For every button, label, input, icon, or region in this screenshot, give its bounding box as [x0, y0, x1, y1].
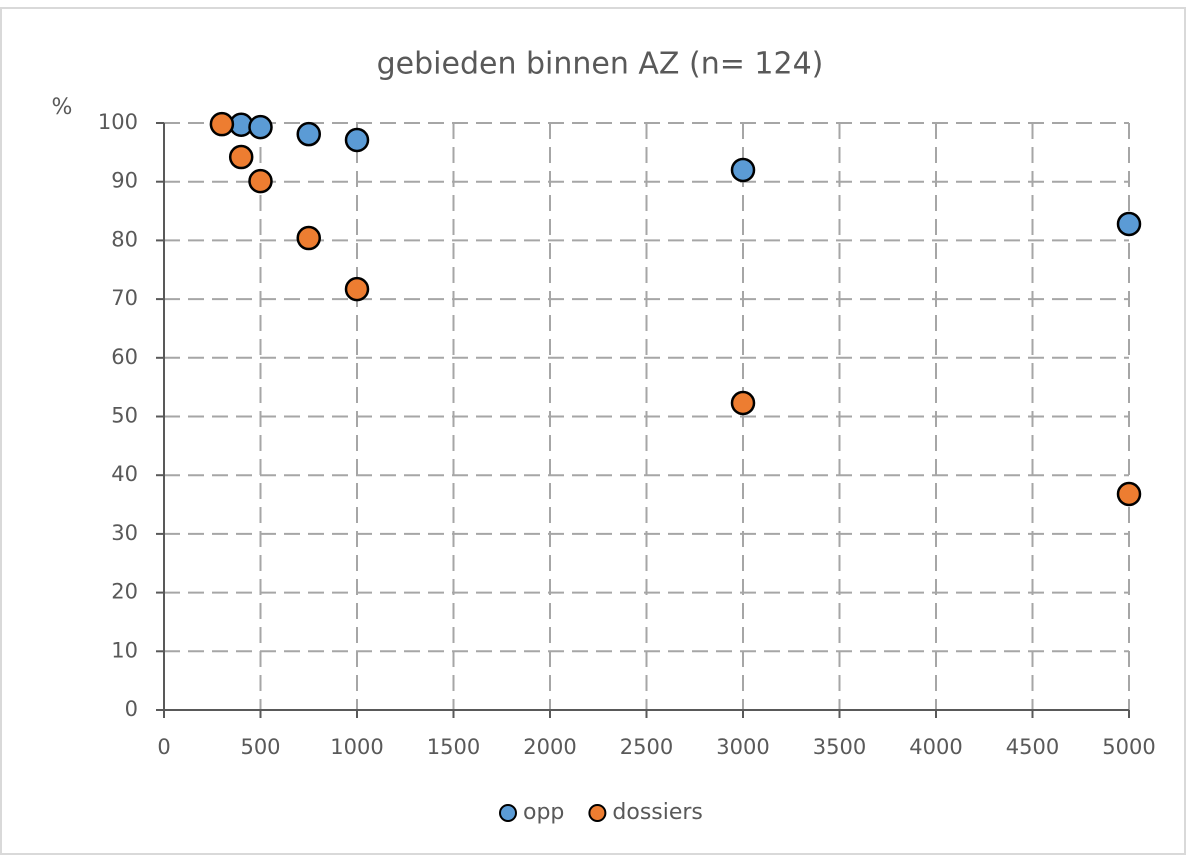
point	[344, 127, 370, 153]
y-tick-label: 90	[111, 169, 138, 193]
x-tick-label: 1500	[427, 735, 480, 759]
y-tick-label: 10	[111, 638, 138, 662]
y-tick-label: 20	[111, 580, 138, 604]
point	[730, 157, 756, 183]
legend-label: opp	[523, 800, 564, 825]
x-tick-label: 3000	[716, 735, 769, 759]
x-tick-label: 3500	[813, 735, 866, 759]
y-tick-label: 80	[111, 227, 138, 251]
legend-label: dossiers	[612, 800, 703, 825]
point	[1116, 211, 1142, 237]
point	[248, 168, 273, 194]
y-tick-label: 70	[111, 286, 138, 310]
x-tick-label: 2000	[523, 735, 576, 759]
x-tick-label: 5000	[1102, 735, 1155, 759]
point	[730, 390, 756, 416]
point	[1116, 481, 1142, 507]
x-tick-label: 500	[240, 735, 280, 759]
chart-title: gebieden binnen AZ (n= 124)	[377, 47, 824, 82]
point	[344, 276, 370, 302]
point	[296, 121, 321, 147]
chart-frame	[0, 7, 1186, 855]
legend-marker	[588, 804, 607, 822]
x-tick-label: 4000	[909, 735, 962, 759]
point	[209, 111, 235, 137]
point	[296, 225, 321, 251]
point	[248, 114, 273, 140]
y-tick-label: 0	[125, 697, 138, 721]
x-tick-label: 1000	[330, 735, 383, 759]
x-tick-label: 0	[157, 735, 170, 759]
y-tick-label: 100	[98, 110, 138, 134]
y-tick-label: 60	[111, 345, 138, 369]
y-tick-label: 40	[111, 462, 138, 486]
y-axis-label: %	[52, 95, 73, 120]
x-tick-label: 2500	[620, 735, 673, 759]
y-tick-label: 50	[111, 404, 138, 428]
point	[228, 144, 254, 170]
y-tick-label: 30	[111, 521, 138, 545]
x-tick-label: 4500	[1006, 735, 1059, 759]
legend-marker	[499, 804, 517, 822]
